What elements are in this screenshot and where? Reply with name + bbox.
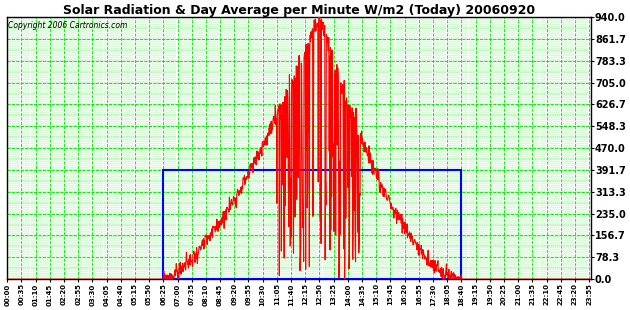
Bar bbox=[163, 170, 461, 279]
Text: Copyright 2006 Cartronics.com: Copyright 2006 Cartronics.com bbox=[8, 21, 128, 30]
Title: Solar Radiation & Day Average per Minute W/m2 (Today) 20060920: Solar Radiation & Day Average per Minute… bbox=[63, 4, 535, 17]
